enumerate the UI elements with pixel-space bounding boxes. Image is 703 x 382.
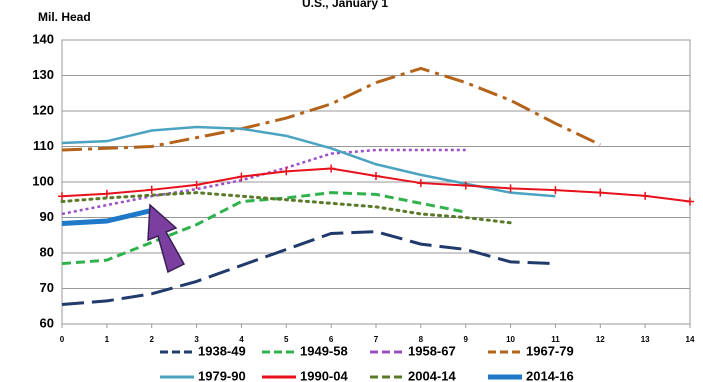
- series-line: [61, 66, 601, 152]
- x-tick-label: 0: [60, 335, 65, 344]
- x-tick-label: 7: [374, 335, 379, 344]
- y-axis-label: Mil. Head: [38, 10, 91, 24]
- marker: [372, 171, 380, 180]
- x-tick-label: 8: [419, 335, 424, 344]
- legend-label: 1938-49: [198, 343, 246, 358]
- x-tick-label: 3: [194, 335, 199, 344]
- legend-label: 1979-90: [198, 368, 246, 382]
- legend-label: 2014-16: [526, 368, 574, 382]
- marker: [686, 197, 694, 206]
- legend-label: 1949-58: [300, 343, 348, 358]
- y-tick-label: 140: [32, 31, 54, 46]
- arrow: [147, 203, 186, 274]
- marker: [192, 180, 201, 189]
- y-tick-label: 60: [40, 315, 54, 330]
- y-tick-label: 80: [40, 244, 54, 259]
- series-line: [60, 191, 513, 225]
- marker: [641, 191, 650, 200]
- x-tick-label: 13: [641, 335, 650, 344]
- x-tick-label: 14: [686, 335, 695, 344]
- legend-label: 1967-79: [526, 343, 574, 358]
- marker: [596, 188, 605, 197]
- y-tick-label: 130: [32, 67, 54, 82]
- legend-label: 1990-04: [300, 368, 348, 382]
- x-tick-label: 12: [596, 335, 605, 344]
- marker: [551, 186, 560, 195]
- series-line: [61, 191, 467, 266]
- x-tick-label: 2: [149, 335, 154, 344]
- x-tick-label: 6: [329, 335, 334, 344]
- marker: [461, 181, 470, 190]
- y-tick-label: 120: [32, 102, 54, 117]
- y-tick-label: 90: [40, 209, 54, 224]
- x-tick-label: 9: [463, 335, 468, 344]
- x-tick-label: 4: [239, 335, 244, 344]
- y-tick-label: 100: [32, 173, 54, 188]
- x-tick-label: 11: [551, 335, 560, 344]
- x-tick-label: 5: [284, 335, 289, 344]
- x-tick-label: 10: [506, 335, 515, 344]
- marker: [416, 179, 425, 188]
- series-line: [61, 207, 153, 227]
- marker: [147, 185, 156, 194]
- y-tick-label: 70: [40, 280, 54, 295]
- series-line: [61, 230, 556, 306]
- marker: [327, 164, 336, 173]
- legend-label: 2004-14: [408, 368, 456, 382]
- marker: [102, 189, 111, 198]
- y-tick-label: 110: [33, 138, 54, 153]
- marker: [58, 192, 66, 201]
- marker: [282, 167, 291, 176]
- legend-label: 1958-67: [408, 343, 456, 358]
- x-tick-label: 1: [105, 335, 110, 344]
- marker: [237, 172, 246, 181]
- marker: [506, 184, 515, 193]
- chart-title: U.S., January 1: [302, 0, 388, 10]
